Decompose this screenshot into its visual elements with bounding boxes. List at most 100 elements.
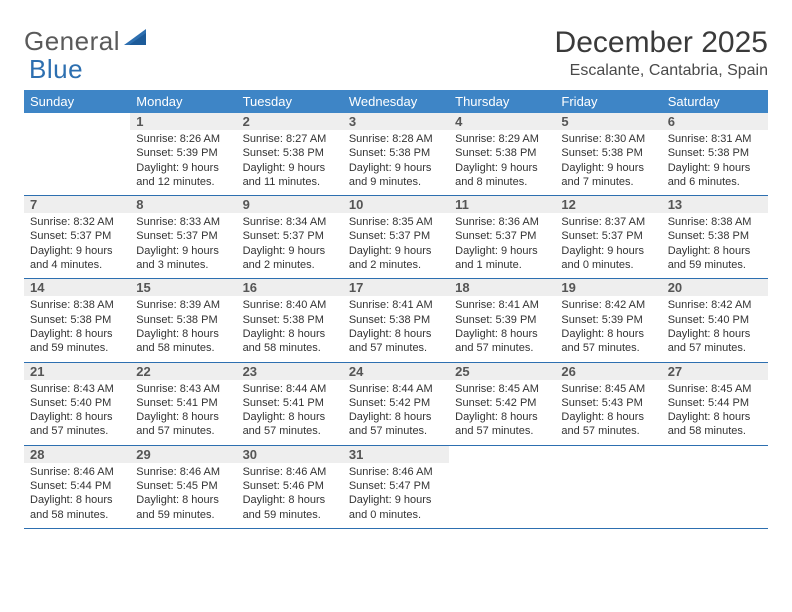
day-number: 30 [237,446,343,463]
day-cell: 22Sunrise: 8:43 AMSunset: 5:41 PMDayligh… [130,362,236,445]
sunrise-line: Sunrise: 8:42 AM [561,299,645,311]
sunset-line: Sunset: 5:38 PM [668,230,749,242]
day-cell [449,445,555,528]
sunset-line: Sunset: 5:45 PM [136,480,217,492]
sunset-line: Sunset: 5:37 PM [136,230,217,242]
daylight-line: Daylight: 9 hours and 0 minutes. [561,245,644,271]
day-cell: 18Sunrise: 8:41 AMSunset: 5:39 PMDayligh… [449,279,555,362]
sunrise-line: Sunrise: 8:26 AM [136,133,220,145]
daylight-line: Daylight: 9 hours and 7 minutes. [561,162,644,188]
sunset-line: Sunset: 5:37 PM [243,230,324,242]
daylight-line: Daylight: 8 hours and 59 minutes. [668,245,751,271]
sunset-line: Sunset: 5:42 PM [455,397,536,409]
sunrise-line: Sunrise: 8:46 AM [136,466,220,478]
sunset-line: Sunset: 5:41 PM [136,397,217,409]
logo: General [24,26,154,57]
sunset-line: Sunset: 5:37 PM [455,230,536,242]
sunrise-line: Sunrise: 8:43 AM [136,383,220,395]
daylight-line: Daylight: 8 hours and 59 minutes. [30,328,113,354]
week-row: 1Sunrise: 8:26 AMSunset: 5:39 PMDaylight… [24,113,768,196]
sunrise-line: Sunrise: 8:41 AM [455,299,539,311]
col-monday: Monday [130,90,236,113]
day-cell: 3Sunrise: 8:28 AMSunset: 5:38 PMDaylight… [343,113,449,196]
day-content: Sunrise: 8:43 AMSunset: 5:41 PMDaylight:… [130,380,236,445]
day-cell: 8Sunrise: 8:33 AMSunset: 5:37 PMDaylight… [130,196,236,279]
sunset-line: Sunset: 5:39 PM [561,314,642,326]
sunrise-line: Sunrise: 8:46 AM [243,466,327,478]
sunset-line: Sunset: 5:37 PM [561,230,642,242]
col-saturday: Saturday [662,90,768,113]
day-content: Sunrise: 8:46 AMSunset: 5:46 PMDaylight:… [237,463,343,528]
day-content: Sunrise: 8:46 AMSunset: 5:44 PMDaylight:… [24,463,130,528]
daylight-line: Daylight: 9 hours and 1 minute. [455,245,538,271]
day-content: Sunrise: 8:46 AM Sunset: 5:45 PM Daylight:… [130,463,236,528]
day-cell: 24Sunrise: 8:44 AMSunset: 5:42 PMDayligh… [343,362,449,445]
day-cell: 15Sunrise: 8:39 AMSunset: 5:38 PMDayligh… [130,279,236,362]
day-content: Sunrise: 8:45 AMSunset: 5:42 PMDaylight:… [449,380,555,445]
day-content: Sunrise: 8:45 AMSunset: 5:44 PMDaylight:… [662,380,768,445]
day-cell: 10Sunrise: 8:35 AMSunset: 5:37 PMDayligh… [343,196,449,279]
day-number: 24 [343,363,449,380]
day-number: 20 [662,279,768,296]
day-content: Sunrise: 8:45 AMSunset: 5:43 PMDaylight:… [555,380,661,445]
sunrise-line: Sunrise: 8:45 AM [668,383,752,395]
sunrise-line: Sunrise: 8:43 AM [30,383,114,395]
sunset-line: Sunset: 5:38 PM [136,314,217,326]
day-content: Sunrise: 8:41 AMSunset: 5:39 PMDaylight:… [449,296,555,361]
col-tuesday: Tuesday [237,90,343,113]
day-content [662,448,768,506]
sunrise-line: Sunrise: 8:44 AM [349,383,433,395]
daylight-line: Daylight: 9 hours and 11 minutes. [243,162,326,188]
day-cell: 6Sunrise: 8:31 AMSunset: 5:38 PMDaylight… [662,113,768,196]
day-content: Sunrise: 8:41 AMSunset: 5:38 PMDaylight:… [343,296,449,361]
sunset-line: Sunset: 5:41 PM [243,397,324,409]
day-number: 26 [555,363,661,380]
sunrise-line: Sunrise: 8:45 AM [561,383,645,395]
sunset-line: Sunset: 5:44 PM [668,397,749,409]
day-content: Sunrise: 8:37 AMSunset: 5:37 PMDaylight:… [555,213,661,278]
day-cell: 14Sunrise: 8:38 AMSunset: 5:38 PMDayligh… [24,279,130,362]
daylight-line: Daylight: 8 hours and 57 minutes. [561,328,644,354]
day-number: 17 [343,279,449,296]
sunset-line: Sunset: 5:39 PM [455,314,536,326]
sunset-line: Sunset: 5:39 PM [136,147,217,159]
daylight-line: Daylight: 8 hours and 59 minutes. [136,494,219,520]
sunset-line: Sunset: 5:42 PM [349,397,430,409]
sunrise-line: Sunrise: 8:38 AM [30,299,114,311]
day-number: 23 [237,363,343,380]
day-cell: 16Sunrise: 8:40 AMSunset: 5:38 PMDayligh… [237,279,343,362]
day-cell [662,445,768,528]
sunset-line: Sunset: 5:38 PM [349,147,430,159]
triangle-icon [124,27,152,52]
day-cell [24,113,130,196]
day-number: 15 [130,279,236,296]
title-block: December 2025 Escalante, Cantabria, Spai… [555,26,768,80]
day-cell: 31Sunrise: 8:46 AMSunset: 5:47 PMDayligh… [343,445,449,528]
sunset-line: Sunset: 5:38 PM [349,314,430,326]
day-content: Sunrise: 8:36 AMSunset: 5:37 PMDaylight:… [449,213,555,278]
day-cell: 2Sunrise: 8:27 AMSunset: 5:38 PMDaylight… [237,113,343,196]
col-sunday: Sunday [24,90,130,113]
sunrise-line: Sunrise: 8:38 AM [668,216,752,228]
sunrise-line: Sunrise: 8:29 AM [455,133,539,145]
day-cell: 4 Sunrise: 8:29 AM Sunset: 5:38 PM Daylight… [449,113,555,196]
day-number: 8 [130,196,236,213]
day-cell [555,445,661,528]
daylight-line: Daylight: 9 hours and 8 minutes. [455,162,538,188]
sunset-line: Sunset: 5:38 PM [30,314,111,326]
day-content: Sunrise: 8:44 AMSunset: 5:42 PMDaylight:… [343,380,449,445]
daylight-line: Daylight: 9 hours and 0 minutes. [349,494,432,520]
sunrise-line: Sunrise: 8:46 AM [30,466,114,478]
day-number: 11 [449,196,555,213]
day-number: 4 [449,113,555,130]
day-number: 16 [237,279,343,296]
week-row: 21Sunrise: 8:43 AMSunset: 5:40 PMDayligh… [24,362,768,445]
col-thursday: Thursday [449,90,555,113]
sunset-line: Sunset: 5:38 PM [455,147,536,159]
sunset-line: Sunset: 5:38 PM [243,314,324,326]
day-content: Sunrise: 8:29 AM Sunset: 5:38 PM Daylight:… [449,130,555,195]
day-cell: 5Sunrise: 8:30 AMSunset: 5:38 PMDaylight… [555,113,661,196]
daylight-line: Daylight: 9 hours and 2 minutes. [243,245,326,271]
day-number: 2 [237,113,343,130]
sunset-line: Sunset: 5:40 PM [668,314,749,326]
